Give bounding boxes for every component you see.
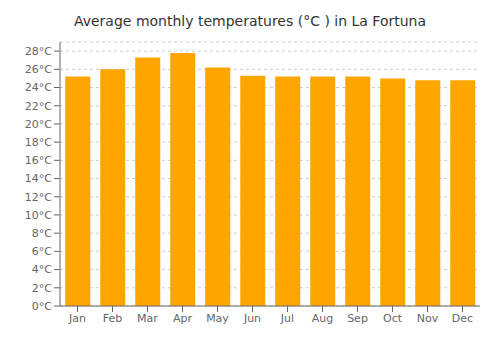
svg-text:Jan: Jan [68, 312, 86, 325]
svg-text:8°C: 8°C [32, 227, 52, 240]
svg-text:26°C: 26°C [25, 63, 52, 76]
svg-text:14°C: 14°C [25, 172, 52, 185]
svg-text:6°C: 6°C [32, 245, 52, 258]
svg-text:28°C: 28°C [25, 45, 52, 58]
svg-text:18°C: 18°C [25, 136, 52, 149]
svg-text:22°C: 22°C [25, 100, 52, 113]
svg-text:10°C: 10°C [25, 209, 52, 222]
svg-text:24°C: 24°C [25, 81, 52, 94]
svg-text:Jun: Jun [243, 312, 261, 325]
svg-text:16°C: 16°C [25, 154, 52, 167]
svg-text:May: May [206, 312, 229, 325]
svg-text:4°C: 4°C [32, 263, 52, 276]
svg-text:Apr: Apr [173, 312, 193, 325]
svg-text:2°C: 2°C [32, 282, 52, 295]
svg-text:Sep: Sep [347, 312, 368, 325]
svg-text:Dec: Dec [452, 312, 473, 325]
svg-text:20°C: 20°C [25, 118, 52, 131]
svg-text:12°C: 12°C [25, 191, 52, 204]
svg-text:Mar: Mar [137, 312, 158, 325]
svg-text:0°C: 0°C [32, 300, 52, 313]
html-text:Average monthly temperatures (: Average monthly temperatures (°C ) in La… [74, 13, 426, 29]
svg-text:Nov: Nov [417, 312, 439, 325]
svg-text:Feb: Feb [103, 312, 122, 325]
svg-text:Oct: Oct [383, 312, 403, 325]
svg-text:Aug: Aug [312, 312, 333, 325]
svg-text:Jul: Jul [280, 312, 294, 325]
